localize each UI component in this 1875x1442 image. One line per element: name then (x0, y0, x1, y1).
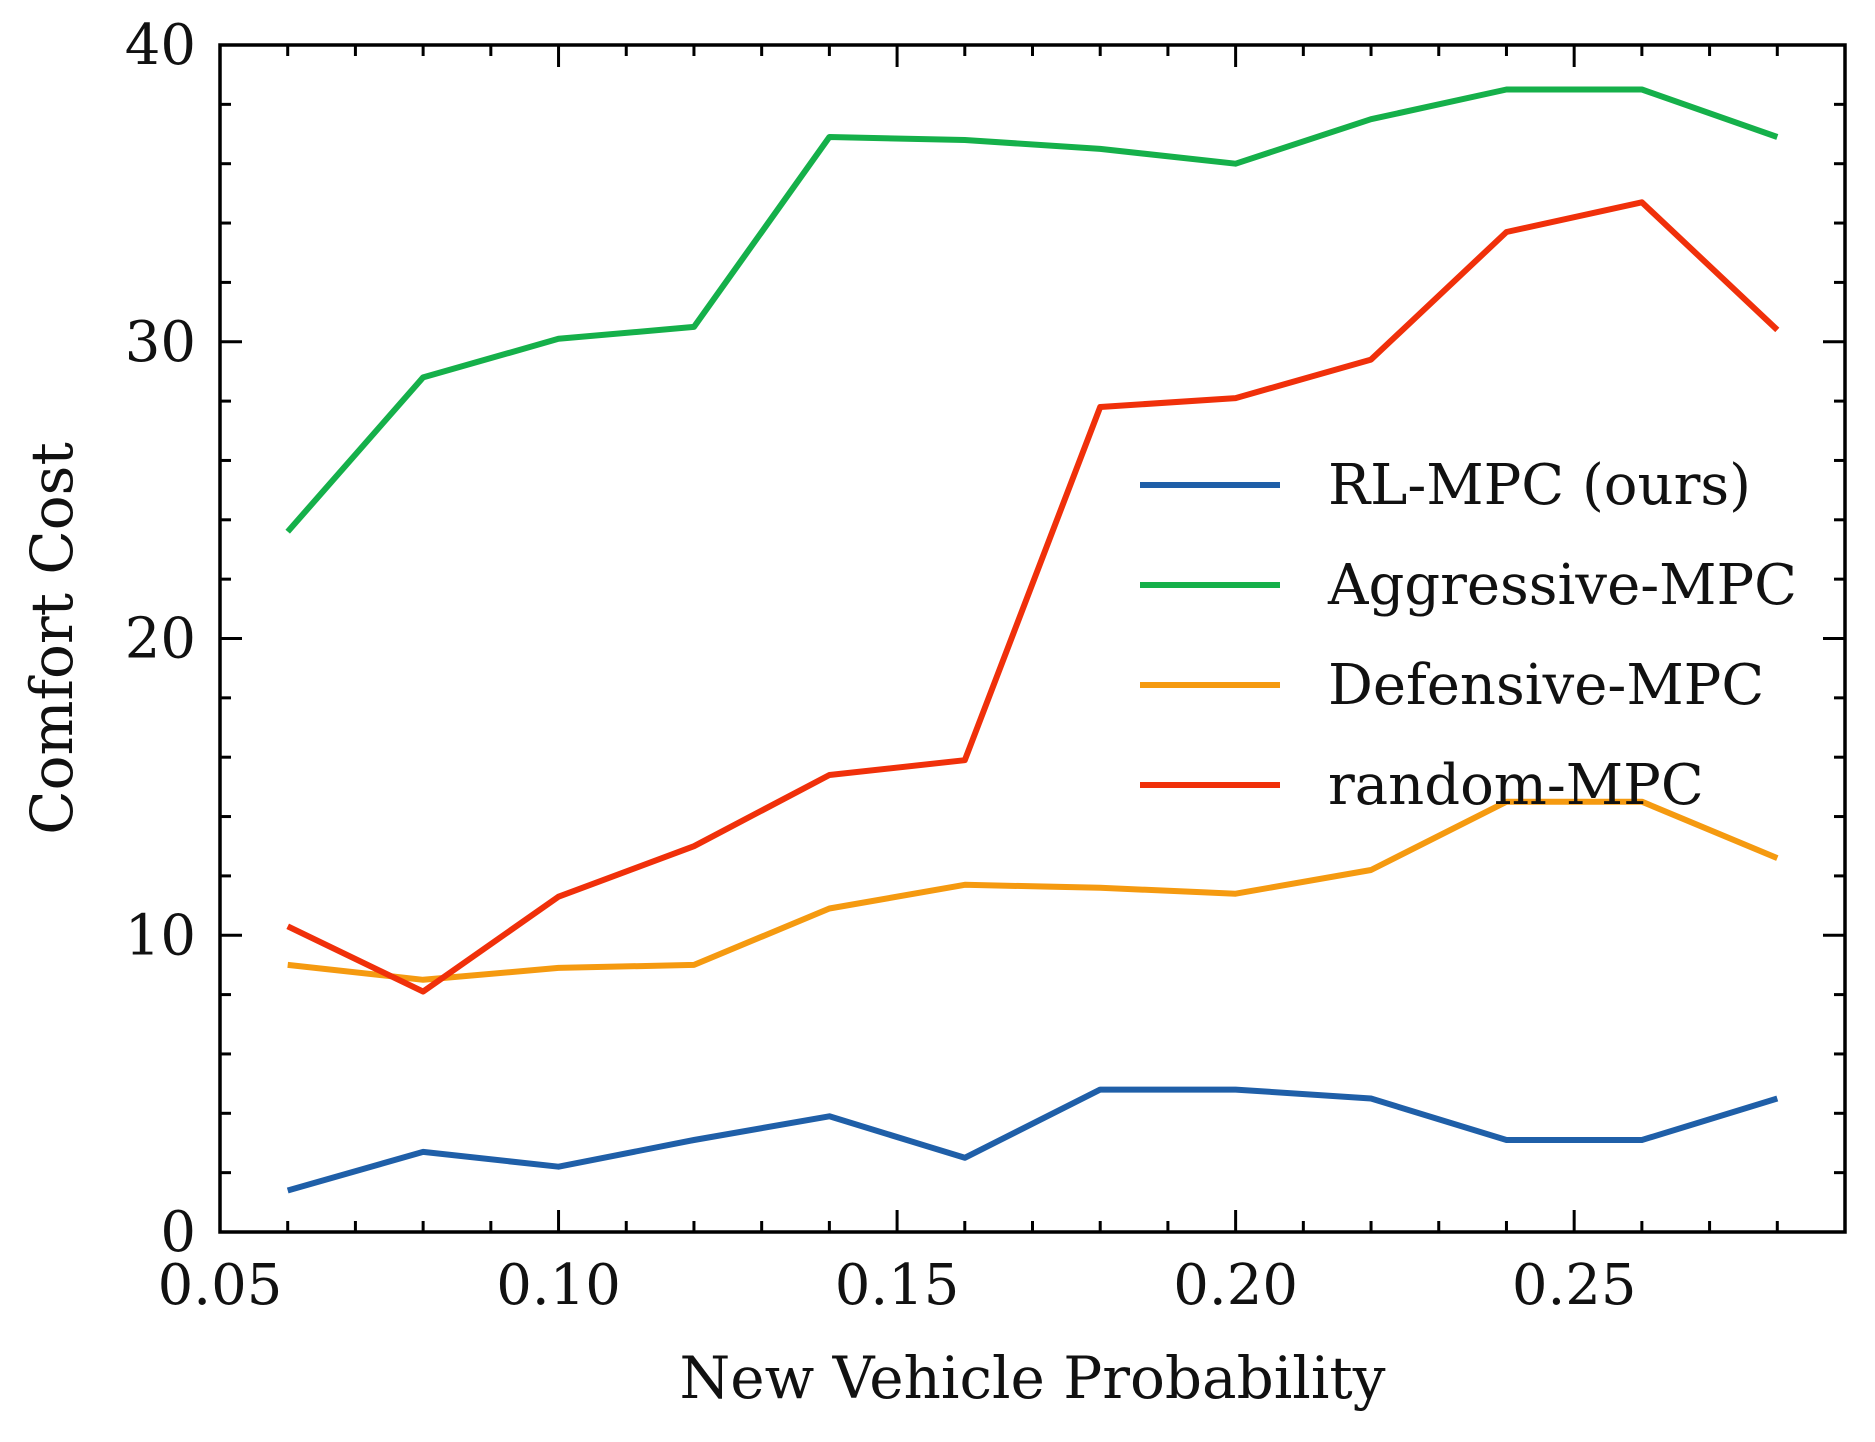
x-tick-label: 0.25 (1512, 1253, 1637, 1318)
y-axis-label: Comfort Cost (18, 442, 86, 835)
y-tick-label: 0 (160, 1200, 196, 1265)
plot-frame (218, 43, 1847, 1234)
legend-label-rl-mpc: RL-MPC (ours) (1328, 453, 1751, 518)
series-line-aggressive-mpc (285, 86, 1779, 534)
legend-label-aggressive-mpc: Aggressive-MPC (1327, 553, 1797, 618)
y-tick-label: 30 (125, 310, 196, 375)
labels-layer: 0.05 0.10 0.15 0.20 0.25 0 10 20 30 40 (125, 13, 1637, 1318)
y-tick-label: 40 (125, 13, 196, 78)
legend-label-defensive-mpc: Defensive-MPC (1328, 653, 1764, 718)
y-tick-label: 10 (125, 903, 196, 968)
legend: RL-MPC (ours) Aggressive-MPC Defensive-M… (1140, 453, 1797, 818)
x-tick-label: 0.15 (835, 1253, 960, 1318)
x-tick-label: 0.10 (496, 1253, 621, 1318)
series-line-rl-mpc-ours (286, 1086, 1779, 1194)
series-line-random-mpc (286, 199, 1780, 995)
legend-label-random-mpc: random-MPC (1328, 753, 1704, 818)
y-tick-label: 20 (125, 607, 196, 672)
x-tick-label: 0.05 (158, 1253, 283, 1318)
x-axis-label: New Vehicle Probability (680, 1344, 1386, 1412)
series-line-defensive-mpc (287, 798, 1779, 983)
series-layer (285, 86, 1780, 1194)
x-tick-label: 0.20 (1173, 1253, 1298, 1318)
ticks-layer (218, 43, 1847, 1234)
